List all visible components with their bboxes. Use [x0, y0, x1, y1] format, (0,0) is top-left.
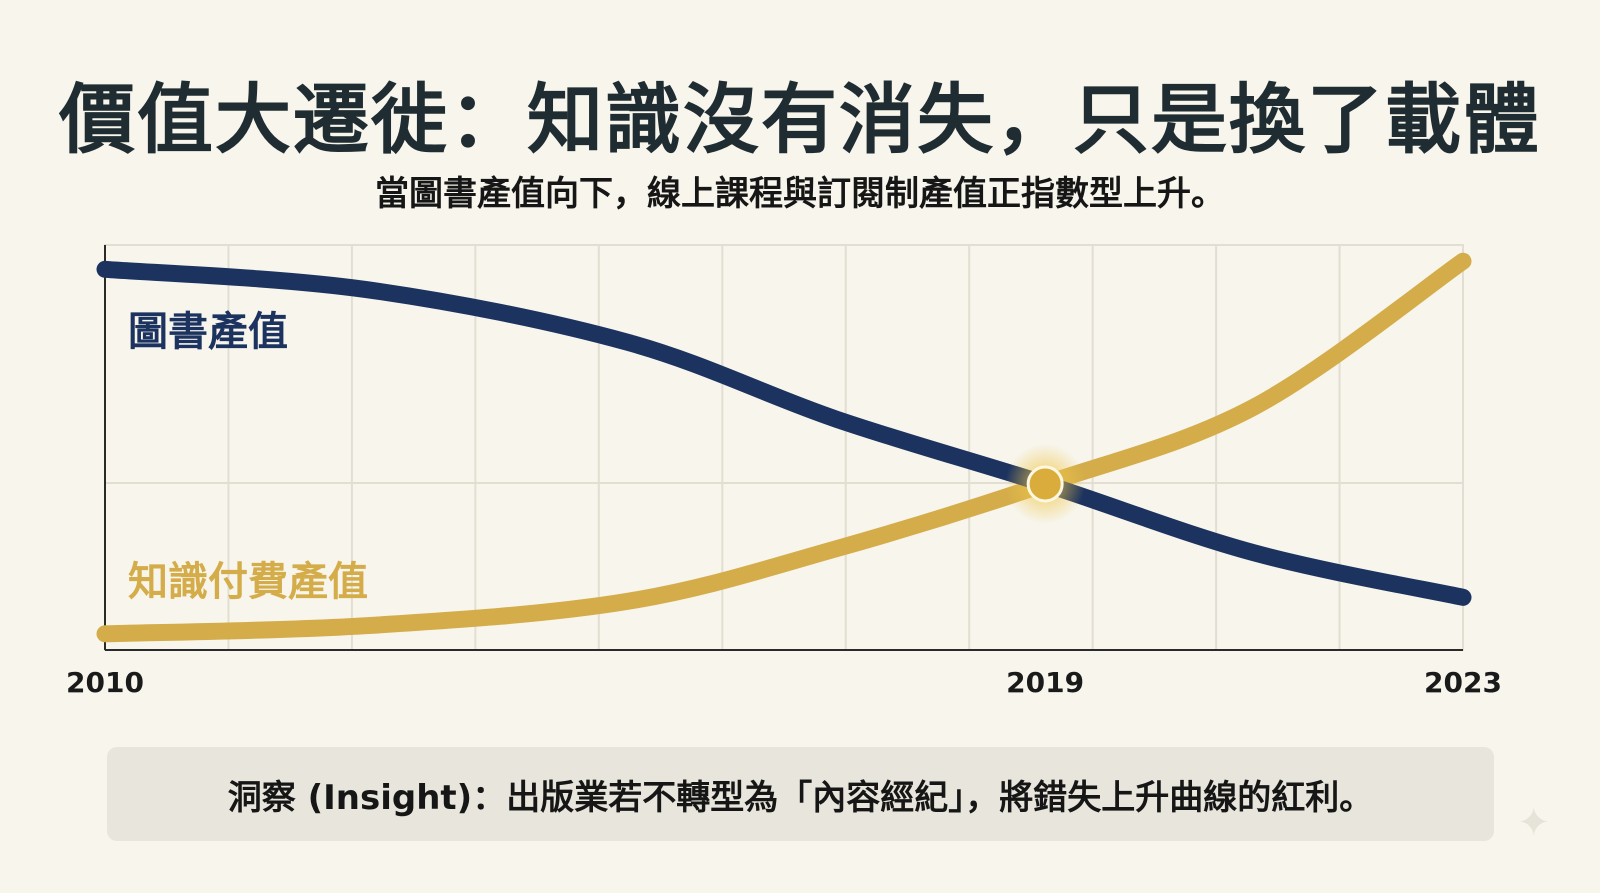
series-label-1: 知識付費產值 — [128, 559, 368, 605]
page-subtitle: 當圖書產值向下，線上課程與訂閱制產值正指數型上升。 — [375, 174, 1225, 214]
insight-box: 洞察 (Insight)：出版業若不轉型為「內容經紀」，將錯失上升曲線的紅利。 — [107, 747, 1494, 841]
series-line-0 — [96, 260, 1472, 606]
x-tick-label: 2019 — [1006, 666, 1084, 699]
crossover-point — [1026, 465, 1064, 503]
page-title: 價值大遷徙：知識沒有消失，只是換了載體 — [59, 75, 1541, 164]
x-tick-label: 2010 — [66, 666, 144, 699]
series-line-1 — [96, 252, 1472, 643]
grid — [104, 244, 1464, 651]
sparkle-icon: ✦ — [1517, 800, 1551, 846]
insight-text: 洞察 (Insight)：出版業若不轉型為「內容經紀」，將錯失上升曲線的紅利。 — [227, 777, 1374, 818]
series-label-0: 圖書產值 — [128, 309, 288, 355]
x-tick-label: 2023 — [1424, 666, 1502, 699]
